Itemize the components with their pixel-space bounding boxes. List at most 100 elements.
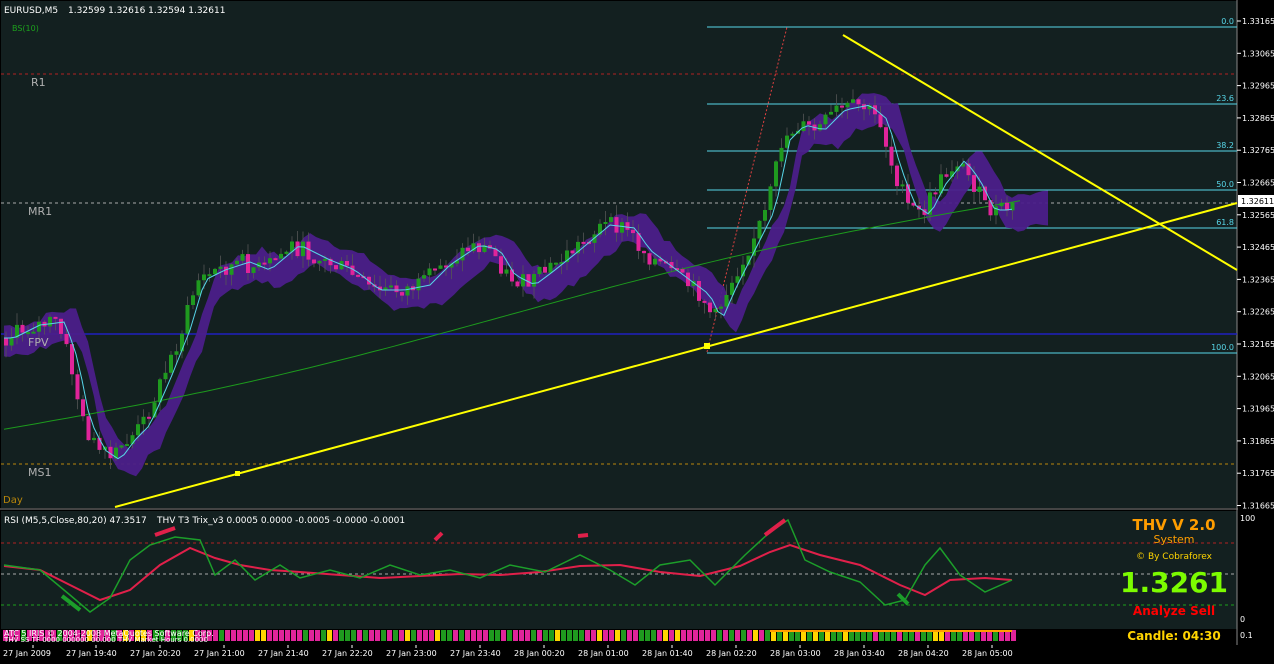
strip-block <box>165 630 170 641</box>
fib-label: 50.0 <box>1216 180 1234 189</box>
strip-block <box>105 630 110 641</box>
fib-label: 0.0 <box>1221 17 1234 26</box>
strip-block <box>969 630 974 641</box>
rising-trendline[interactable] <box>114 202 1238 508</box>
candle-body <box>312 259 316 264</box>
strip-block <box>15 630 20 641</box>
candle-body <box>218 266 223 269</box>
candle-body <box>675 268 679 271</box>
strip-block <box>507 630 512 641</box>
thv-author: © By Cobraforex <box>1136 552 1212 562</box>
strip-block <box>717 630 722 641</box>
strip-block <box>297 630 302 641</box>
mr1-label: MR1 <box>28 205 52 218</box>
candle-body <box>961 163 965 167</box>
strip-block <box>825 630 830 641</box>
candle-body <box>273 258 278 261</box>
candle-body <box>86 416 91 441</box>
fib-label: 100.0 <box>1211 343 1234 352</box>
strip-block <box>261 630 266 641</box>
strip-block <box>927 630 932 641</box>
candle-body <box>757 220 762 239</box>
strip-block <box>327 630 332 641</box>
strip-block <box>375 630 380 641</box>
trendline-anchor[interactable] <box>235 471 240 476</box>
falling-trendline[interactable] <box>842 34 1238 271</box>
strip-block <box>771 630 776 641</box>
candle-body <box>983 186 987 201</box>
candle-body <box>26 332 30 335</box>
strip-block <box>399 630 404 641</box>
candle-body <box>92 437 96 441</box>
candle-body <box>592 234 597 243</box>
strip-block <box>747 630 752 641</box>
candle-body <box>658 258 663 262</box>
rsi-extreme-mark <box>154 526 176 537</box>
strip-block <box>177 630 182 641</box>
candle-body <box>405 286 410 296</box>
price-axis[interactable]: 1.33165 1.33065 1.32965 1.32865 1.32765 1.326… <box>1237 17 1274 511</box>
candle-body <box>911 202 916 206</box>
strip-block <box>981 630 986 641</box>
candle-body <box>994 206 998 216</box>
candle-body <box>1005 202 1009 211</box>
candle-body <box>999 202 1004 207</box>
rsi-extreme-mark <box>60 594 82 612</box>
candle-body <box>906 184 910 203</box>
strip-block <box>237 630 242 641</box>
strip-block <box>51 630 56 641</box>
strip-block <box>837 630 842 641</box>
rsi-header: RSI (M5,5,Close,80,20) 47.3517 <box>4 516 147 526</box>
candle-body <box>933 192 938 195</box>
time-tick-label: 28 Jan 02:20 <box>706 649 757 658</box>
candle-body <box>856 99 861 105</box>
sub-axis-top: 100 <box>1240 514 1255 523</box>
candle-body <box>823 114 828 125</box>
candle-body <box>108 446 113 459</box>
strip-block <box>585 630 590 641</box>
strip-block <box>633 630 638 641</box>
strip-block <box>123 630 128 641</box>
candle-body <box>251 267 256 273</box>
candle-body <box>37 321 41 332</box>
candle-body <box>719 306 723 309</box>
day-label: Day <box>3 495 23 506</box>
strip-block <box>153 630 158 641</box>
sub-chart-area[interactable] <box>1 511 1237 629</box>
candle-body <box>383 287 388 291</box>
trendline-anchor[interactable] <box>704 343 710 349</box>
candle-body <box>59 318 63 334</box>
candle-body <box>152 402 157 418</box>
price-tick-label: 1.32265 <box>1242 308 1274 317</box>
strip-block <box>1005 630 1010 641</box>
indicator-label: BS(10) <box>12 24 39 33</box>
candle-body <box>389 285 393 288</box>
candle-body <box>202 274 206 281</box>
strip-block <box>369 630 374 641</box>
candle-body <box>895 165 899 187</box>
fast-moving-average <box>4 104 1013 460</box>
strip-block <box>87 630 92 641</box>
strip-block <box>243 630 248 641</box>
time-tick-label: 27 Jan 23:00 <box>386 649 437 658</box>
candle-body <box>746 255 751 265</box>
strip-block <box>615 630 620 641</box>
candle-body <box>686 272 690 287</box>
time-axis[interactable]: 27 Jan 2009 27 Jan 19:40 27 Jan 20:20 27 Ja… <box>3 645 1013 658</box>
time-tick-label: 28 Jan 04:20 <box>898 649 949 658</box>
price-tick-label: 1.33065 <box>1242 49 1274 58</box>
fibonacci-retracement[interactable]: 0.0 23.6 38.2 50.0 61.8 100.0 <box>706 17 1237 354</box>
candle-body <box>944 174 949 177</box>
strip-block <box>555 630 560 641</box>
main-chart-area[interactable] <box>1 1 1237 508</box>
candle-body <box>1010 202 1015 211</box>
strip-block <box>483 630 488 641</box>
slow-moving-average <box>3 200 1021 430</box>
market-hours-strip <box>3 630 1016 641</box>
rsi-extreme-mark <box>763 518 787 537</box>
candle-body <box>851 99 855 103</box>
strip-block <box>891 630 896 641</box>
strip-block <box>705 630 710 641</box>
strip-block <box>885 630 890 641</box>
